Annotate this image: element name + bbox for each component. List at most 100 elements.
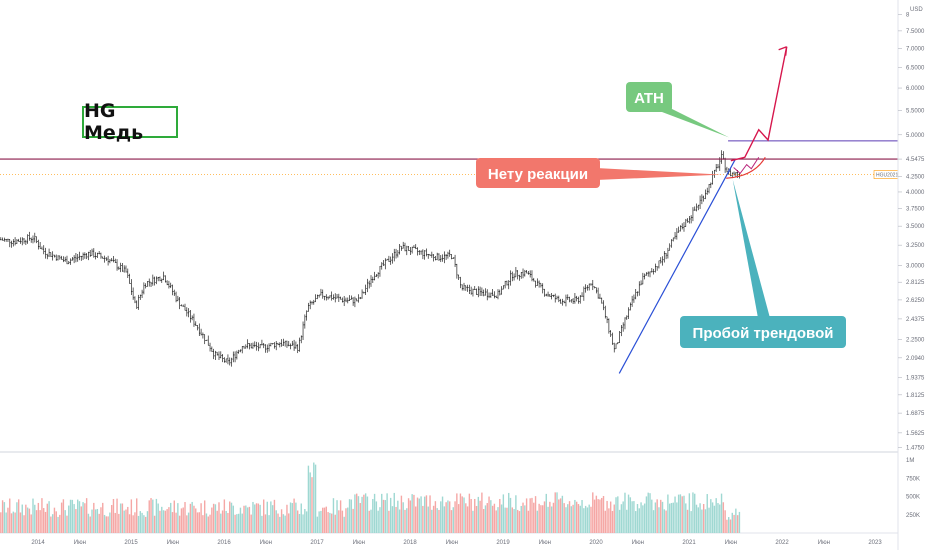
volume-bar — [370, 509, 372, 533]
volume-bar — [679, 494, 682, 533]
time-axis[interactable]: 2014 Июн 2015 Июн 2016 Июн 2017 Июн 2018 Июн 2019 И… — [31, 540, 882, 546]
volume-bar — [647, 492, 649, 533]
volume-bar — [161, 506, 163, 533]
volume-bar — [237, 513, 240, 533]
volume-bar — [239, 507, 242, 533]
volume-bar — [704, 509, 707, 533]
volume-bar — [304, 508, 306, 533]
volume-bar — [71, 499, 74, 533]
volume-bar — [536, 510, 539, 533]
volume-bar — [53, 507, 56, 533]
price-tick-label: 8 — [906, 12, 910, 18]
volume-bar — [736, 515, 739, 533]
volume-bar — [613, 504, 615, 533]
time-tick-label: Июн — [74, 540, 86, 546]
volume-bar — [150, 498, 152, 533]
volume-bar — [720, 493, 723, 533]
volume-bar — [593, 499, 596, 533]
volume-bar — [157, 503, 159, 533]
volume-bar — [575, 501, 578, 533]
volume-bar — [381, 493, 383, 533]
volume-bar — [459, 493, 462, 533]
volume-bar — [549, 501, 551, 533]
volume-bar — [10, 513, 13, 533]
volume-bar — [449, 501, 451, 533]
volume-bar — [533, 502, 535, 533]
price-tick-label: 7.5000 — [906, 29, 925, 35]
volume-bar — [472, 510, 474, 533]
candles — [0, 150, 741, 367]
volume-bar — [667, 494, 669, 533]
volume-bar — [640, 502, 642, 533]
volume-bar — [522, 502, 524, 533]
volume-bar — [683, 495, 685, 533]
ticker-tag-label: HGU2021 — [876, 173, 898, 179]
volume-bar — [323, 507, 326, 533]
volume-bar — [413, 494, 415, 533]
volume-bar — [329, 512, 331, 533]
volume-bar — [602, 495, 605, 533]
currency-label: USD — [910, 7, 923, 13]
volume-bar — [597, 499, 599, 533]
volume-bar — [584, 505, 587, 533]
volume-bar — [227, 512, 229, 533]
volume-bar — [296, 510, 299, 533]
volume-bar — [26, 507, 29, 533]
volume-bar — [447, 500, 449, 533]
reaction-arc — [726, 156, 766, 179]
volume-bar — [64, 510, 66, 533]
volume-bar — [400, 495, 403, 533]
volume-bar — [309, 472, 311, 533]
volume-bar — [137, 515, 140, 533]
price-tick-label: 2.6250 — [906, 298, 925, 304]
volume-bar — [275, 510, 277, 533]
time-tick-label: Июн — [632, 540, 644, 546]
volume-bar — [212, 503, 215, 533]
projection-arrow — [730, 46, 788, 162]
volume-bar — [475, 505, 478, 533]
volume-bar — [595, 495, 598, 533]
volume-bar — [62, 499, 65, 533]
price-tick-label: 4.5475 — [906, 157, 925, 163]
volume-bar — [579, 505, 581, 533]
volume-bar — [12, 511, 15, 533]
volume-bar — [155, 498, 158, 533]
volume-bar — [470, 499, 472, 533]
time-tick-label: 2015 — [124, 540, 138, 546]
volume-bar — [649, 493, 651, 533]
volume-bar — [23, 515, 25, 533]
volume-bar — [404, 509, 406, 533]
volume-bar — [493, 503, 496, 533]
volume-bar — [611, 510, 614, 533]
volume-bar — [34, 504, 36, 533]
volume-bar — [542, 505, 544, 533]
volume-bar — [454, 501, 456, 533]
volume-bar — [561, 495, 564, 533]
volume-bar — [363, 494, 365, 533]
volume-bar — [343, 516, 345, 533]
volume-bar — [495, 510, 497, 533]
volume-bar — [286, 504, 288, 533]
volume-bar — [232, 505, 234, 533]
volume-bar — [665, 510, 667, 533]
volume-bar — [568, 501, 571, 533]
volume-bar — [220, 513, 222, 533]
price-axis[interactable]: 8 7.5000 7.0000 6.5000 6.0000 5.5000 5.0000 4.5… — [897, 0, 932, 550]
volume-bar — [30, 514, 32, 533]
volume-bar — [189, 503, 192, 533]
volume-bar — [21, 504, 23, 533]
volume-bar — [25, 504, 27, 533]
volume-bar — [642, 505, 644, 533]
volume-bar — [175, 512, 177, 533]
volume-bar — [159, 510, 161, 533]
volume-bar — [545, 493, 547, 533]
volume-bar — [577, 504, 580, 533]
volume-bar — [429, 495, 431, 533]
time-tick-label: 2020 — [589, 540, 603, 546]
volume-bar — [254, 504, 256, 533]
volume-bar — [354, 494, 356, 533]
volume-tick-label: 750K — [906, 476, 920, 482]
volume-bar — [375, 501, 378, 533]
price-tick-label: 4.0000 — [906, 190, 925, 196]
